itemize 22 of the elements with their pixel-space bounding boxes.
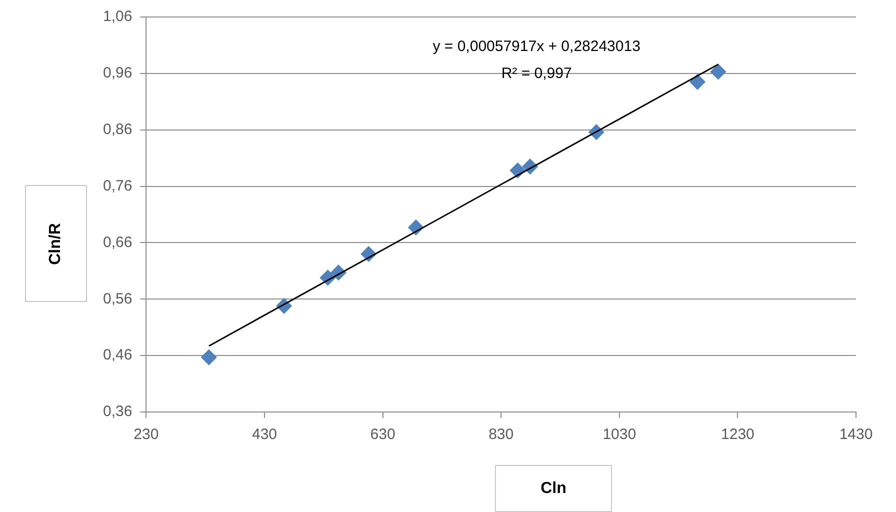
x-tick-label: 630 bbox=[370, 426, 396, 444]
x-tick-label: 830 bbox=[488, 426, 514, 444]
point bbox=[710, 64, 726, 80]
y-axis-title: Cln/R bbox=[47, 222, 65, 264]
y-tick-label: 0,36 bbox=[102, 403, 132, 420]
x-tick-label: 1430 bbox=[839, 426, 873, 444]
y-tick-label: 0,86 bbox=[102, 121, 132, 138]
x-axis-title: Cln bbox=[495, 465, 612, 512]
point bbox=[690, 74, 706, 90]
x-tick-label: 430 bbox=[252, 426, 278, 444]
y-tick-label: 0,56 bbox=[102, 290, 132, 308]
y-tick-label: 0,96 bbox=[102, 64, 132, 82]
x-tick-label: 230 bbox=[134, 426, 159, 444]
y-tick-label: 0,66 bbox=[102, 234, 132, 251]
y-tick-label: 0,46 bbox=[102, 346, 132, 364]
annotation: R² = 0,997 bbox=[501, 65, 572, 82]
y-tick-label: 0,76 bbox=[102, 177, 132, 194]
annotation: y = 0,00057917x + 0,28243013 bbox=[432, 38, 640, 56]
point bbox=[201, 350, 217, 366]
y-tick-label: 1,06 bbox=[102, 8, 132, 26]
x-tick-label: 1230 bbox=[721, 426, 754, 444]
x-tick-label: 1030 bbox=[602, 426, 636, 444]
